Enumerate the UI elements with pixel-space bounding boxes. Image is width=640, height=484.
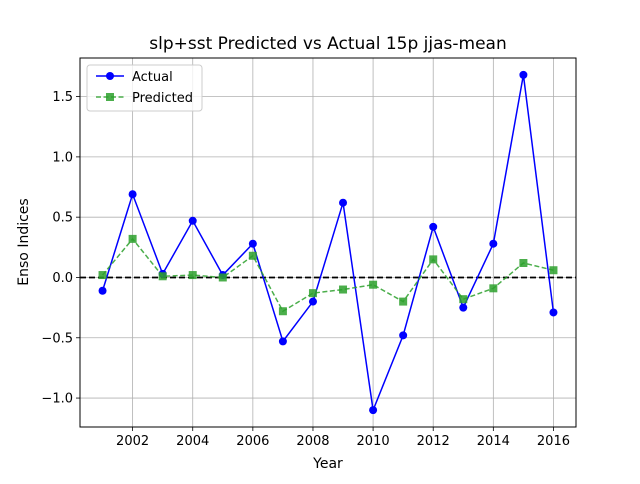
data-point-actual	[128, 190, 137, 199]
data-point-predicted	[339, 285, 348, 294]
data-point-predicted	[128, 234, 137, 243]
data-point-predicted	[519, 259, 528, 267]
data-point-predicted	[369, 280, 378, 289]
data-point-actual	[489, 239, 498, 248]
series-actual	[98, 70, 558, 415]
data-point-predicted	[489, 284, 498, 293]
x-tick-label: 2006	[236, 434, 269, 449]
x-tick-label: 2016	[537, 434, 570, 449]
data-point-predicted	[248, 251, 257, 260]
x-tick-label: 2002	[116, 434, 149, 449]
y-tick-label: 1.5	[52, 90, 73, 105]
series-group	[98, 70, 558, 415]
data-point-actual	[98, 286, 107, 295]
data-point-actual	[369, 406, 378, 415]
x-tick-label: 2010	[357, 434, 390, 449]
chart-title: slp+sst Predicted vs Actual 15p jjas-mea…	[149, 34, 506, 54]
data-point-predicted	[399, 297, 408, 306]
x-tick-label: 2004	[176, 434, 209, 449]
data-point-predicted	[188, 271, 197, 280]
x-tick-label: 2012	[417, 434, 450, 449]
data-point-actual	[188, 216, 197, 225]
data-point-actual	[339, 198, 348, 207]
x-tick-label: 2014	[477, 434, 510, 449]
series-predicted	[98, 234, 558, 316]
legend-marker-actual	[106, 72, 114, 80]
data-point-actual	[399, 331, 408, 340]
series-line-actual	[101, 74, 555, 413]
data-point-predicted	[158, 272, 167, 281]
series-line-predicted	[101, 237, 554, 313]
data-point-actual	[549, 308, 558, 317]
data-point-predicted	[459, 295, 468, 304]
data-point-actual	[278, 337, 287, 346]
data-point-actual	[429, 222, 438, 231]
data-point-actual	[308, 297, 317, 306]
legend-label-predicted: Predicted	[132, 91, 193, 106]
data-point-actual	[459, 303, 468, 312]
legend-label-actual: Actual	[132, 70, 173, 85]
x-axis-label: Year	[312, 456, 343, 472]
legend-marker-predicted	[106, 93, 114, 101]
legend: Actual Predicted	[86, 64, 203, 112]
data-point-actual	[519, 70, 528, 79]
x-tick-label: 2008	[296, 434, 329, 449]
y-tick-label: −0.5	[41, 331, 73, 346]
y-tick-label: −1.0	[41, 392, 73, 407]
data-point-predicted	[549, 266, 558, 275]
data-point-actual	[248, 239, 257, 248]
y-axis-label: Enso Indices	[16, 198, 32, 285]
data-point-predicted	[218, 273, 227, 282]
data-point-predicted	[278, 307, 287, 316]
y-axis-ticks: −1.0 −0.5 0.0 0.5 1.0 1.5	[41, 90, 80, 407]
data-point-predicted	[98, 271, 107, 280]
data-point-predicted	[308, 289, 317, 298]
y-tick-label: 0.5	[52, 211, 73, 226]
x-axis-ticks: 2002 2004 2006 2008 2010 2012 2014 2016	[116, 427, 570, 449]
y-tick-label: 1.0	[52, 150, 73, 165]
y-tick-label: 0.0	[52, 271, 73, 286]
data-point-predicted	[429, 255, 438, 264]
plot-frame	[79, 57, 577, 428]
